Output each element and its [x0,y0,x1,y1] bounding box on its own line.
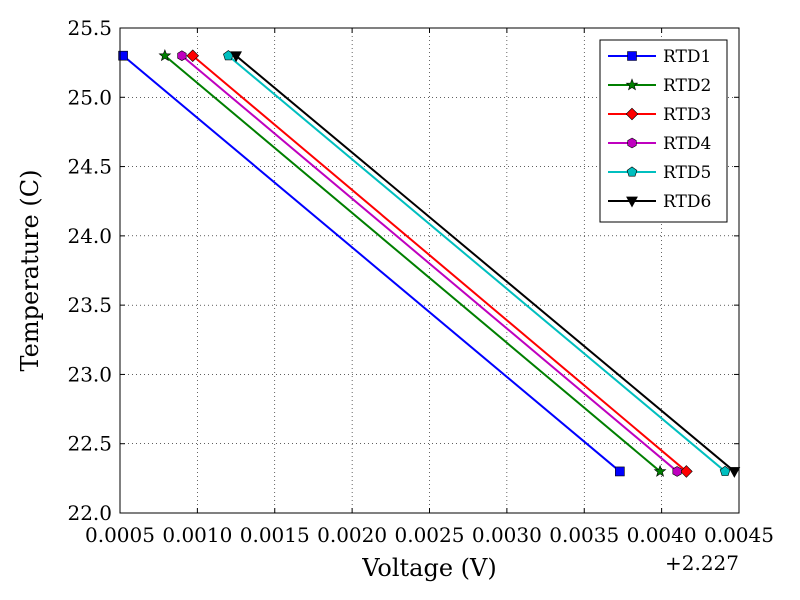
legend-marker [627,51,637,61]
series-group [118,49,741,478]
x-tick-label: 0.0020 [317,523,387,547]
series-line [164,54,661,473]
series-rtd2 [158,49,667,477]
legend-label: RTD2 [663,76,711,96]
series-rtd6 [230,51,741,478]
y-tick-label: 22.0 [67,501,112,525]
axis-ticks: 0.0005 0.0010 0.0015 0.0020 0.0025 0.0030 0.00… [67,16,774,547]
y-tick-label: 23.0 [67,362,112,386]
x-tick-label: 0.0015 [240,523,310,547]
data-point-marker [719,465,731,476]
legend-marker [627,137,637,149]
data-point-marker [728,467,741,478]
legend-label: RTD1 [663,47,711,67]
x-tick-label: 0.0005 [85,523,155,547]
data-point-marker [158,49,172,62]
data-point-marker [230,51,242,63]
data-point-marker [186,49,200,62]
data-point-marker [118,50,128,61]
series-rtd3 [186,49,693,478]
y-tick-label: 25.5 [67,16,112,40]
x-tick-label: 0.0025 [395,523,465,547]
x-axis-offset-label: +2.227 [665,551,739,575]
legend-label: RTD3 [663,105,711,125]
x-tick-label: 0.0030 [472,523,542,547]
y-tick-label: 23.5 [67,293,112,317]
x-tick-label: 0.0010 [162,523,232,547]
legend-marker [626,196,638,208]
series-line [122,54,621,473]
legend-marker [625,107,639,121]
data-point-marker [653,464,667,477]
x-tick-label: 0.0035 [549,523,619,547]
series-rtd4 [177,50,682,477]
series-line [227,54,726,473]
data-point-marker [177,50,187,62]
data-point-marker [680,465,693,478]
legend-box [599,39,728,223]
y-axis-label: Temperature (C) [16,170,44,372]
series-line [181,54,678,473]
y-tick-label: 24.5 [67,155,112,179]
series-rtd1 [118,50,625,477]
data-point-marker [672,466,682,477]
x-axis-label: Voltage (V) [361,554,496,582]
legend-marker [626,166,638,177]
series-line [192,54,688,473]
y-tick-label: 24.0 [67,224,112,248]
y-tick-label: 22.5 [67,432,112,456]
legend-label: RTD6 [663,192,711,212]
y-tick-label: 25.0 [67,85,112,109]
legend-label: RTD5 [663,163,711,183]
legend-label: RTD4 [663,134,711,154]
x-tick-label: 0.0040 [627,523,697,547]
legend: RTD1 RTD2 RTD3 RTD4 RTD5 RTD6 [599,39,728,223]
data-point-marker [615,466,625,477]
series-line [235,54,735,473]
legend-marker [625,78,639,91]
x-tick-label: 0.0045 [704,523,774,547]
